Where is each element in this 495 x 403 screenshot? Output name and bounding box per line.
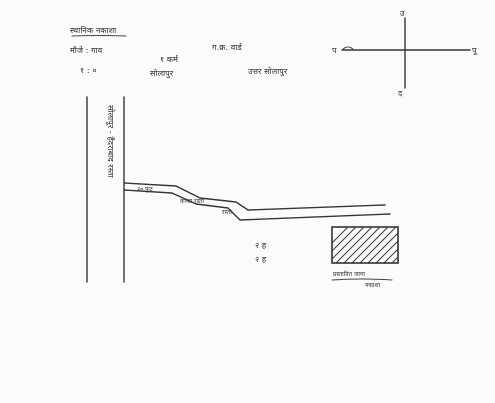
lane-label-2: कच्चा रस्ता: [180, 198, 204, 205]
header-line3-left: १ : ०: [80, 66, 97, 75]
side-lane: २० फूट कच्चा रस्ता रस्ता: [123, 182, 391, 221]
header-line3-right: उत्तर सोलापुर: [248, 66, 288, 77]
header-line3-mid2: सोलापुर: [150, 68, 174, 79]
compass-north: उ: [400, 9, 405, 18]
header-line2-right: ग.क्र. वार्ड: [212, 42, 243, 52]
header-underline: [71, 35, 127, 37]
lane-label-3: रस्ता: [222, 209, 232, 216]
compass-south: द: [398, 89, 403, 98]
plot-caption-underline: [331, 278, 393, 281]
plot-hatch-lines: [332, 227, 398, 263]
plot-caption-2: नकाशा: [365, 282, 381, 289]
compass-west: प: [332, 46, 337, 55]
compass-west-hook: [341, 46, 355, 51]
compass-rose: उ द प पू: [332, 9, 479, 98]
header-line3-mid: १ कर्म: [160, 54, 179, 64]
mark-2: २ ह: [255, 255, 267, 264]
plot-caption-1: प्रस्तावित जागा: [333, 270, 365, 278]
lane-label-1: २० फूट: [137, 186, 154, 193]
plot-outline: [331, 226, 399, 264]
lane-lower-edge: [123, 189, 391, 221]
compass-east: पू: [472, 46, 479, 56]
main-road: सोलापूर - हैदराबाद रस्ता: [86, 96, 125, 283]
road-label: सोलापूर - हैदराबाद रस्ता: [105, 105, 116, 178]
header-line2-left: मौजे : गाव: [70, 45, 103, 55]
lane-upper-edge: [123, 182, 386, 211]
plot-hatched: प्रस्तावित जागा नकाशा: [331, 226, 399, 289]
mark-1: २ ह: [255, 241, 267, 250]
header-line1-left: स्थानिक नकाशा: [70, 25, 117, 35]
